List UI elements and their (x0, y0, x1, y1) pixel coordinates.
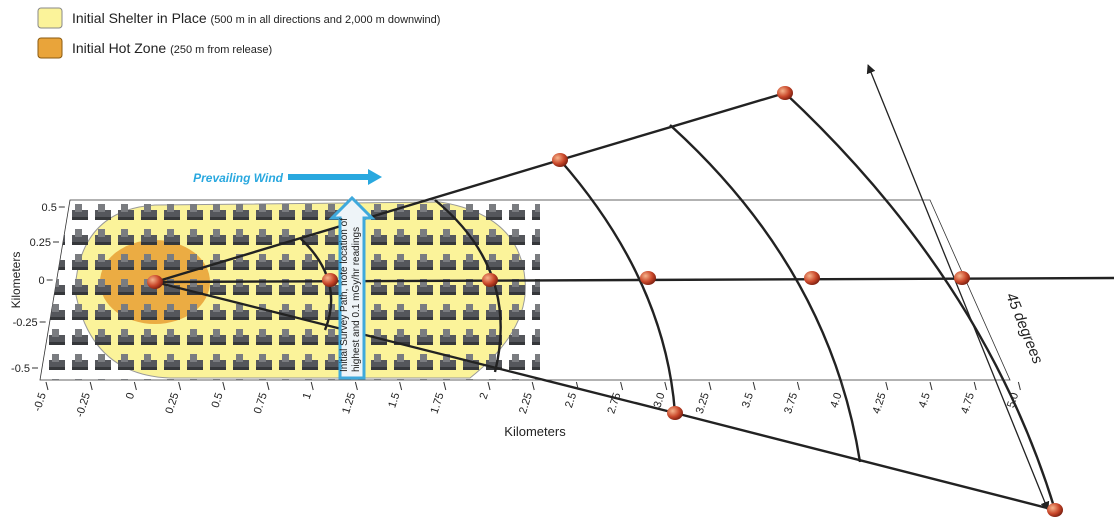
x-axis-title: Kilometers (504, 424, 566, 439)
x-tick (133, 381, 137, 391)
x-tick-label: 5.0 (1005, 391, 1021, 409)
x-tick-label: 0 (124, 391, 137, 401)
x-tick-label: 3.5 (740, 391, 756, 409)
arc (559, 159, 677, 414)
x-tick (620, 381, 624, 391)
y-tick-label: 0.5 (42, 202, 57, 214)
x-tick-label: 0.5 (210, 391, 226, 409)
x-tick (310, 381, 314, 391)
buildings (40, 200, 540, 380)
marker-point (804, 271, 820, 285)
y-tick-label: -0.25 (13, 317, 38, 329)
x-tick-label: 4.0 (828, 391, 844, 409)
x-tick-label: 3.0 (652, 391, 668, 409)
angle-arrow (866, 64, 1050, 511)
x-tick-label: 0.75 (252, 391, 270, 415)
x-tick (752, 381, 756, 391)
legend-swatch (37, 7, 63, 29)
x-tick (178, 381, 182, 391)
x-tick-label: 2.75 (605, 391, 623, 415)
y-tick-label: 0 (39, 275, 45, 287)
legend-swatch (37, 37, 63, 59)
survey-label: Initial Survey Path, note location ofhig… (339, 218, 362, 372)
x-tick-label: 4.5 (917, 391, 933, 409)
wind-label: Prevailing Wind (193, 171, 284, 185)
angle-label: 45 degrees (1002, 290, 1046, 366)
marker-point (1047, 503, 1063, 517)
x-tick-label: 4.25 (871, 391, 889, 415)
x-tick (443, 381, 447, 391)
x-tick (796, 381, 800, 391)
x-tick (531, 381, 535, 391)
x-tick-label: 2.5 (563, 391, 579, 409)
y-tick-label: 0.25 (30, 237, 51, 249)
arc (669, 124, 862, 463)
x-tick-label: 3.25 (694, 391, 712, 415)
x-tick (708, 381, 712, 391)
x-tick (487, 381, 491, 391)
marker-point (147, 275, 163, 289)
x-tick-label: 2 (478, 391, 491, 401)
marker-point (777, 86, 793, 100)
x-tick (1017, 381, 1021, 391)
x-tick (885, 381, 889, 391)
x-tick (973, 381, 977, 391)
x-tick-label: -0.25 (74, 391, 93, 419)
marker-point (322, 273, 338, 287)
x-tick-label: 2.25 (517, 391, 535, 415)
x-tick-label: 1.75 (429, 391, 447, 415)
x-tick-label: 1 (301, 391, 314, 401)
y-tick-label: -0.5 (11, 363, 30, 375)
x-tick (266, 381, 270, 391)
x-tick (929, 381, 933, 391)
x-tick (399, 381, 403, 391)
marker-point (640, 271, 656, 285)
x-tick-label: 1.25 (340, 391, 358, 415)
legend-label: Initial Shelter in Place (500 m in all d… (72, 10, 440, 26)
x-tick (664, 381, 668, 391)
y-axis-title: Kilometers (9, 252, 23, 309)
x-tick (354, 381, 358, 391)
x-tick (575, 381, 579, 391)
marker-point (482, 273, 498, 287)
survey-arrow (328, 195, 376, 380)
wind-arrow (288, 169, 382, 185)
x-tick (89, 381, 93, 391)
marker-point (667, 406, 683, 420)
marker-point (552, 153, 568, 167)
x-tick-label: 1.5 (386, 391, 402, 409)
x-tick-label: 0.25 (163, 391, 181, 415)
x-tick (45, 381, 49, 391)
x-tick-label: -0.5 (32, 391, 49, 413)
x-tick (841, 381, 845, 391)
x-tick-label: 3.75 (782, 391, 800, 415)
marker-point (954, 271, 970, 285)
x-tick (222, 381, 226, 391)
legend-label: Initial Hot Zone (250 m from release) (72, 40, 272, 56)
x-tick-label: 4.75 (959, 391, 977, 415)
